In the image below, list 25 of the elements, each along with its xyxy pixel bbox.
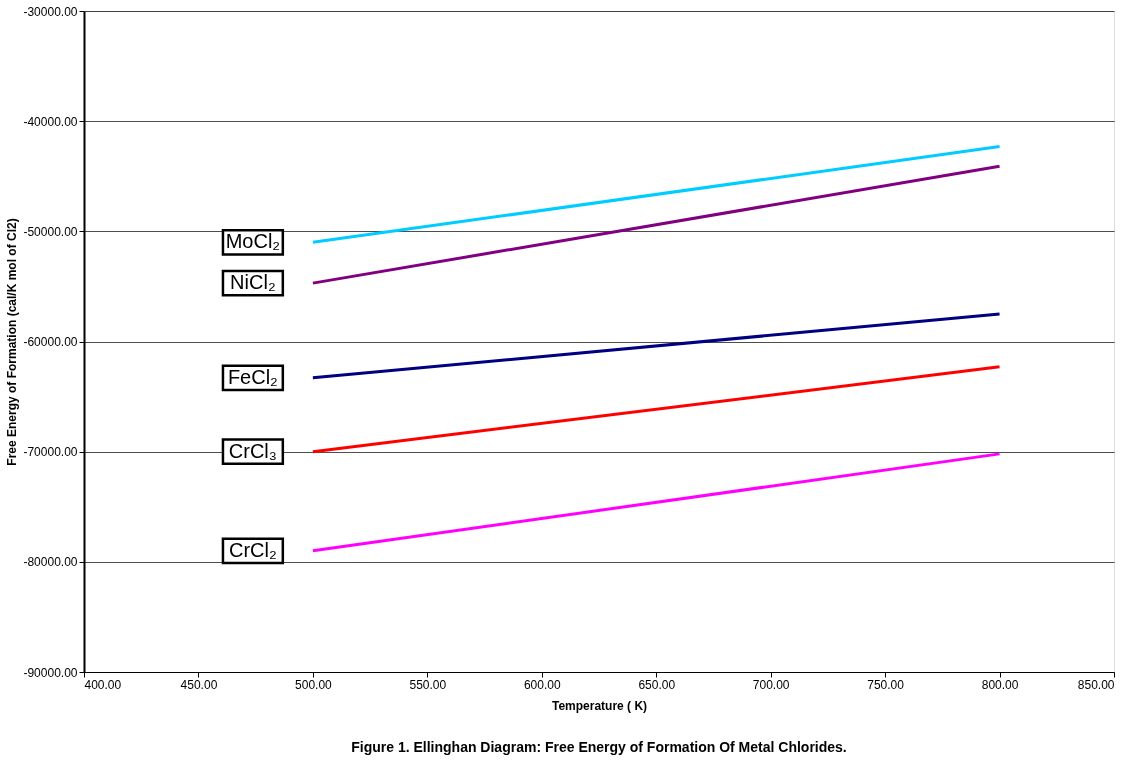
x-tick-label: 400.00 (84, 677, 122, 692)
x-tick-label: 850.00 (1077, 677, 1115, 692)
series-label: CrCl₂ (229, 538, 277, 561)
series-label: CrCl₃ (228, 439, 277, 462)
x-tick-label: 500.00 (295, 677, 333, 692)
x-tick-label: 700.00 (752, 677, 790, 692)
series-label: MoCl₂ (225, 230, 281, 253)
y-tick-label: -40000.00 (23, 114, 78, 129)
y-tick-label: -60000.00 (23, 335, 78, 349)
y-axis-title: Free Energy of Formation (cal/K mol of Cl2) (5, 218, 20, 466)
y-tick-label: -70000.00 (23, 445, 78, 460)
caption: Figure 1. Ellinghan Diagram: Free Energy of Formation Of Metal Chlorides. (351, 739, 847, 755)
y-tick-label: -80000.00 (23, 555, 78, 570)
series-label: NiCl₂ (230, 271, 276, 294)
x-tick-label: 750.00 (867, 677, 905, 692)
y-tick-label: -90000.00 (23, 665, 78, 680)
x-tick-label: 650.00 (638, 677, 676, 692)
x-tick-label: 450.00 (180, 677, 218, 692)
x-tick-label: 550.00 (409, 677, 447, 692)
y-tick-label: -30000.00 (23, 4, 78, 19)
y-tick-label: -50000.00 (23, 224, 78, 239)
x-tick-label: 800.00 (981, 677, 1019, 692)
x-axis-title: Temperature ( K) (551, 698, 648, 713)
series-label: FeCl₂ (227, 365, 278, 388)
x-tick-label: 600.00 (523, 677, 561, 692)
